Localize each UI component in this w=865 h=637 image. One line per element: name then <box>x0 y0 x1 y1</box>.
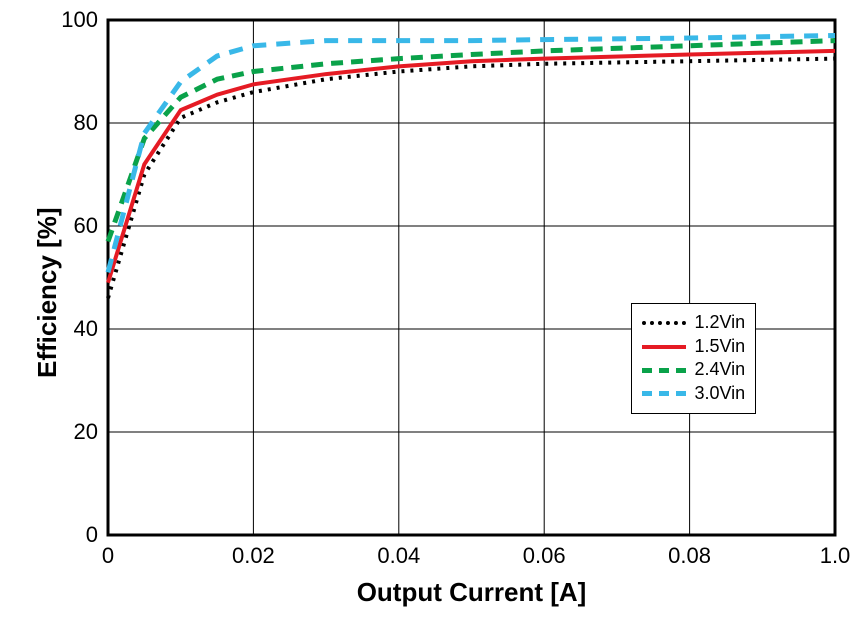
legend-label: 1.5Vin <box>694 336 745 358</box>
legend-item: 1.5Vin <box>642 336 745 358</box>
series-line <box>108 51 835 283</box>
x-tick-label: 0.08 <box>660 543 720 569</box>
x-tick-label: 0.02 <box>223 543 283 569</box>
x-axis-label: Output Current [A] <box>312 577 632 608</box>
y-tick-label: 20 <box>74 419 98 445</box>
series-line <box>108 41 835 242</box>
legend-swatch <box>642 368 686 373</box>
legend-item: 2.4Vin <box>642 359 745 381</box>
y-tick-label: 0 <box>86 522 98 548</box>
y-tick-label: 80 <box>74 110 98 136</box>
x-tick-label: 1.0 <box>805 543 865 569</box>
legend-item: 1.2Vin <box>642 312 745 334</box>
series-line <box>108 35 835 272</box>
y-tick-label: 40 <box>74 316 98 342</box>
efficiency-chart: Efficiency [%] Output Current [A] 1.2Vin… <box>0 0 865 637</box>
legend-item: 3.0Vin <box>642 383 745 405</box>
y-axis-label: Efficiency [%] <box>32 207 63 378</box>
legend-swatch <box>642 321 686 325</box>
legend-swatch <box>642 391 686 396</box>
legend-label: 3.0Vin <box>694 383 745 405</box>
x-tick-label: 0.04 <box>369 543 429 569</box>
y-tick-label: 60 <box>74 213 98 239</box>
legend: 1.2Vin1.5Vin2.4Vin3.0Vin <box>631 303 756 413</box>
legend-label: 1.2Vin <box>694 312 745 334</box>
y-tick-label: 100 <box>61 7 98 33</box>
legend-swatch <box>642 345 686 349</box>
x-tick-label: 0.06 <box>514 543 574 569</box>
legend-label: 2.4Vin <box>694 359 745 381</box>
